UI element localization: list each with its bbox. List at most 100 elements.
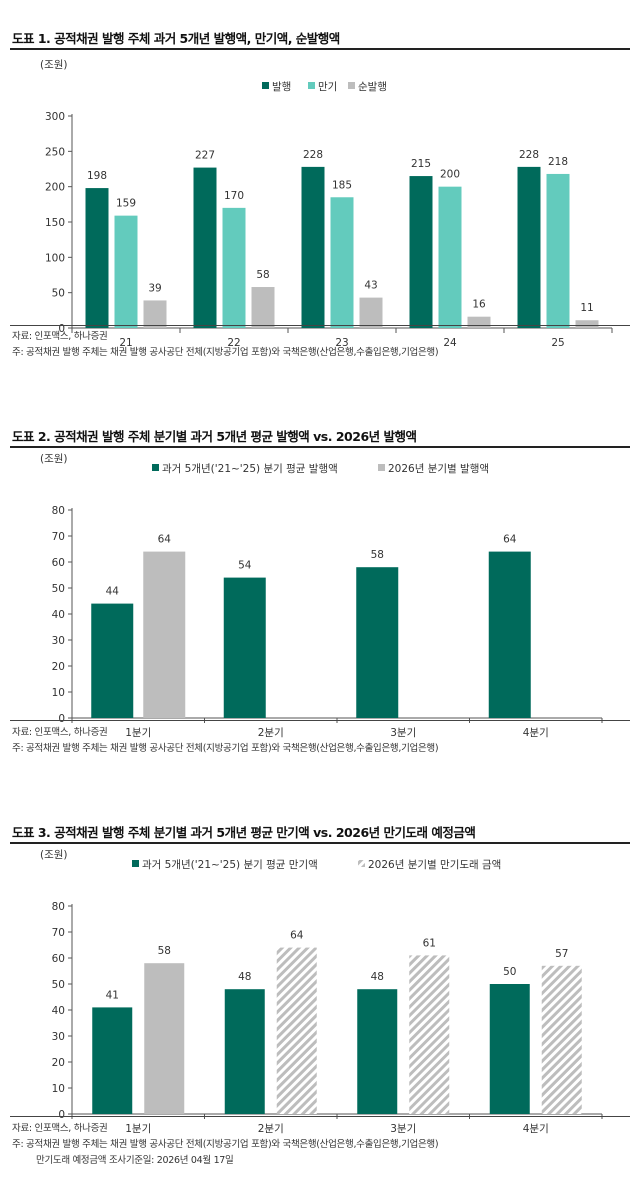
figure-1-top-rule	[10, 48, 630, 50]
legend-swatch	[378, 464, 385, 471]
y-tick-label: 50	[52, 979, 65, 991]
y-tick-label: 20	[52, 661, 65, 673]
legend-label: 2026년 분기별 만기도래 금액	[368, 859, 501, 871]
bar	[541, 965, 582, 1114]
data-label: 54	[238, 560, 252, 572]
bar	[143, 551, 186, 718]
legend-label: 만기	[318, 81, 337, 93]
figure-2-source: 자료: 인포맥스, 하나증권	[12, 727, 108, 738]
data-label: 48	[371, 971, 384, 983]
bar	[488, 551, 531, 718]
y-tick-label: 80	[52, 901, 65, 913]
y-tick-label: 0	[58, 713, 65, 725]
figure-3-note-2: 만기도래 예정금액 조사기준일: 2026년 04월 17일	[36, 1155, 234, 1166]
data-label: 228	[519, 149, 539, 161]
data-label: 64	[158, 534, 172, 546]
y-tick-label: 30	[52, 1031, 65, 1043]
y-tick-label: 0	[58, 1109, 65, 1121]
y-unit-label: (조원)	[40, 453, 68, 465]
data-label: 215	[411, 158, 431, 170]
y-tick-label: 10	[52, 1083, 65, 1095]
legend-swatch	[348, 82, 355, 89]
figure-1-chart: (조원) 0 50 100 150 200 250 300 21 198 159 39 22 227 170…	[40, 59, 613, 349]
y-tick-label: 40	[52, 1005, 65, 1017]
x-tick-label: 24	[443, 337, 457, 349]
bar	[251, 287, 275, 328]
figure-3-bottom-rule	[10, 1116, 630, 1117]
data-label: 159	[116, 198, 136, 210]
x-tick-label: 1분기	[125, 1123, 151, 1135]
y-tick-label: 50	[52, 583, 65, 595]
figure-2-note: 주: 공적채권 발행 주체는 채권 발행 공사공단 전체(지방공기업 포함)와 …	[12, 743, 439, 754]
y-tick-label: 50	[52, 288, 65, 300]
bar	[91, 603, 134, 718]
figure-3-note: 주: 공적채권 발행 주체는 채권 발행 공사공단 전체(지방공기업 포함)와 …	[12, 1139, 439, 1150]
legend-swatch	[308, 82, 315, 89]
legend-swatch	[152, 464, 159, 471]
data-label: 50	[503, 966, 516, 978]
x-tick-label: 23	[335, 337, 348, 349]
data-label: 57	[555, 948, 568, 960]
figure-1: 도표 1. 공적채권 발행 주체 과거 5개년 발행액, 만기액, 순발행액 (…	[0, 28, 641, 373]
y-tick-label: 20	[52, 1057, 65, 1069]
bar	[409, 176, 433, 328]
data-label: 227	[195, 150, 215, 162]
y-tick-label: 10	[52, 687, 65, 699]
y-unit-label: (조원)	[40, 59, 68, 71]
bar	[114, 215, 138, 328]
legend-swatch	[262, 82, 269, 89]
legend-swatch	[358, 860, 365, 867]
data-label: 11	[580, 302, 593, 314]
figure-3-chart: (조원) 0 10 20 30 40 50 60 70 80 1분기 41 58 2분기 48 64 3분기 48…	[40, 849, 603, 1135]
bar	[438, 186, 462, 328]
y-tick-label: 70	[52, 531, 65, 543]
data-label: 58	[256, 269, 269, 281]
figure-2: 도표 2. 공적채권 발행 주체 분기별 과거 5개년 평균 발행액 vs. 2…	[0, 426, 641, 766]
y-tick-label: 60	[52, 953, 65, 965]
data-label: 218	[548, 156, 568, 168]
bar	[467, 316, 491, 328]
y-tick-label: 300	[45, 111, 65, 123]
figure-3-top-rule	[10, 842, 630, 844]
bar	[357, 989, 398, 1114]
figure-3-title: 도표 3. 공적채권 발행 주체 분기별 과거 5개년 평균 만기액 vs. 2…	[12, 825, 476, 840]
figure-1-title: 도표 1. 공적채권 발행 주체 과거 5개년 발행액, 만기액, 순발행액	[12, 31, 340, 46]
data-label: 228	[303, 149, 323, 161]
figure-1-bottom-rule	[10, 325, 630, 326]
bar	[92, 1007, 133, 1114]
x-tick-label: 4분기	[523, 1123, 549, 1135]
x-tick-label: 2분기	[258, 1123, 284, 1135]
bar	[144, 963, 185, 1114]
legend-label: 순발행	[358, 81, 387, 93]
bar	[143, 300, 167, 328]
x-tick-label: 22	[227, 337, 240, 349]
data-label: 39	[148, 282, 161, 294]
y-tick-label: 250	[45, 146, 65, 158]
y-unit-label: (조원)	[40, 849, 68, 861]
data-label: 185	[332, 179, 352, 191]
legend-label: 과거 5개년('21~'25) 분기 평균 발행액	[162, 463, 338, 475]
data-label: 58	[158, 945, 171, 957]
bar	[409, 955, 450, 1114]
data-label: 44	[106, 586, 120, 598]
data-label: 64	[503, 534, 517, 546]
x-tick-label: 2분기	[258, 727, 284, 739]
bar	[359, 297, 383, 328]
data-label: 58	[371, 549, 384, 561]
x-tick-label: 4분기	[523, 727, 549, 739]
data-label: 16	[472, 299, 486, 311]
bar	[356, 567, 399, 718]
bar	[222, 207, 246, 328]
bar	[301, 166, 325, 328]
bar	[85, 188, 109, 328]
bar	[546, 173, 570, 328]
legend-label: 발행	[272, 81, 291, 93]
x-tick-label: 3분기	[390, 1123, 416, 1135]
legend-swatch	[132, 860, 139, 867]
y-tick-label: 40	[52, 609, 65, 621]
bar	[489, 984, 530, 1114]
data-label: 170	[224, 190, 244, 202]
bar	[193, 167, 217, 328]
x-tick-label: 21	[119, 337, 132, 349]
figure-2-bottom-rule	[10, 720, 630, 721]
